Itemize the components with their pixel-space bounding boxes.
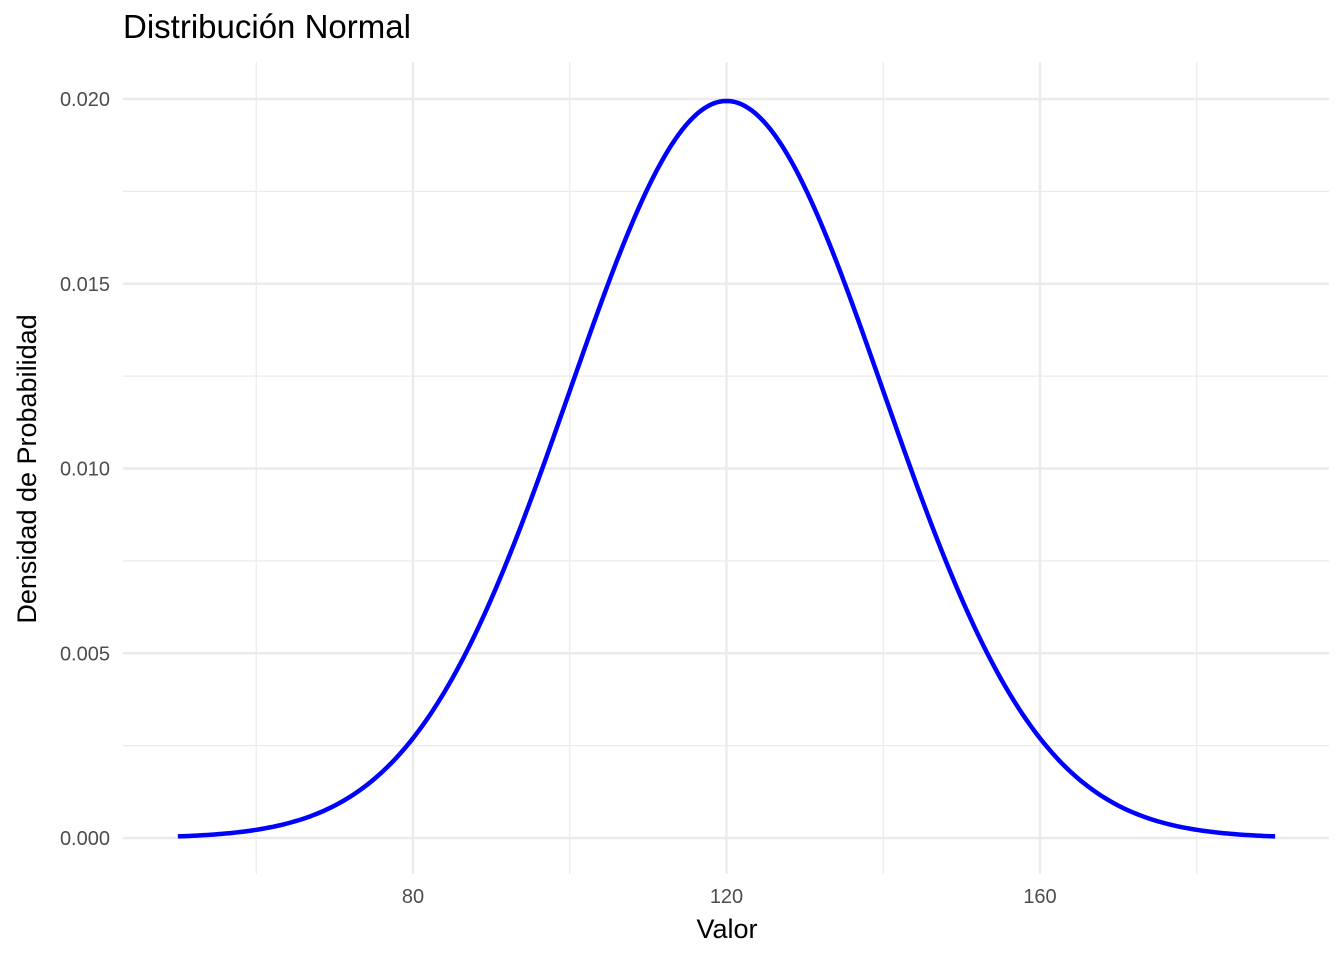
y-tick-label: 0.020 — [60, 89, 110, 111]
grid-major — [123, 62, 1329, 874]
density-line — [177, 98, 1276, 839]
x-tick-labels: 80 120 160 — [402, 886, 1057, 908]
y-tick-label: 0.010 — [60, 459, 110, 481]
y-tick-label: 0.000 — [60, 828, 110, 850]
line-layer — [177, 98, 1276, 839]
y-tick-label: 0.005 — [60, 643, 110, 665]
x-tick-label: 160 — [1023, 886, 1056, 908]
x-tick-label: 120 — [710, 886, 743, 908]
x-axis-title: Valor — [696, 914, 757, 944]
x-tick-label: 80 — [402, 886, 424, 908]
y-axis-title: Densidad de Probabilidad — [12, 314, 42, 623]
y-tick-labels: 0.000 0.005 0.010 0.015 0.020 — [60, 89, 110, 850]
y-tick-label: 0.015 — [60, 274, 110, 296]
chart-title: Distribución Normal — [123, 8, 411, 45]
